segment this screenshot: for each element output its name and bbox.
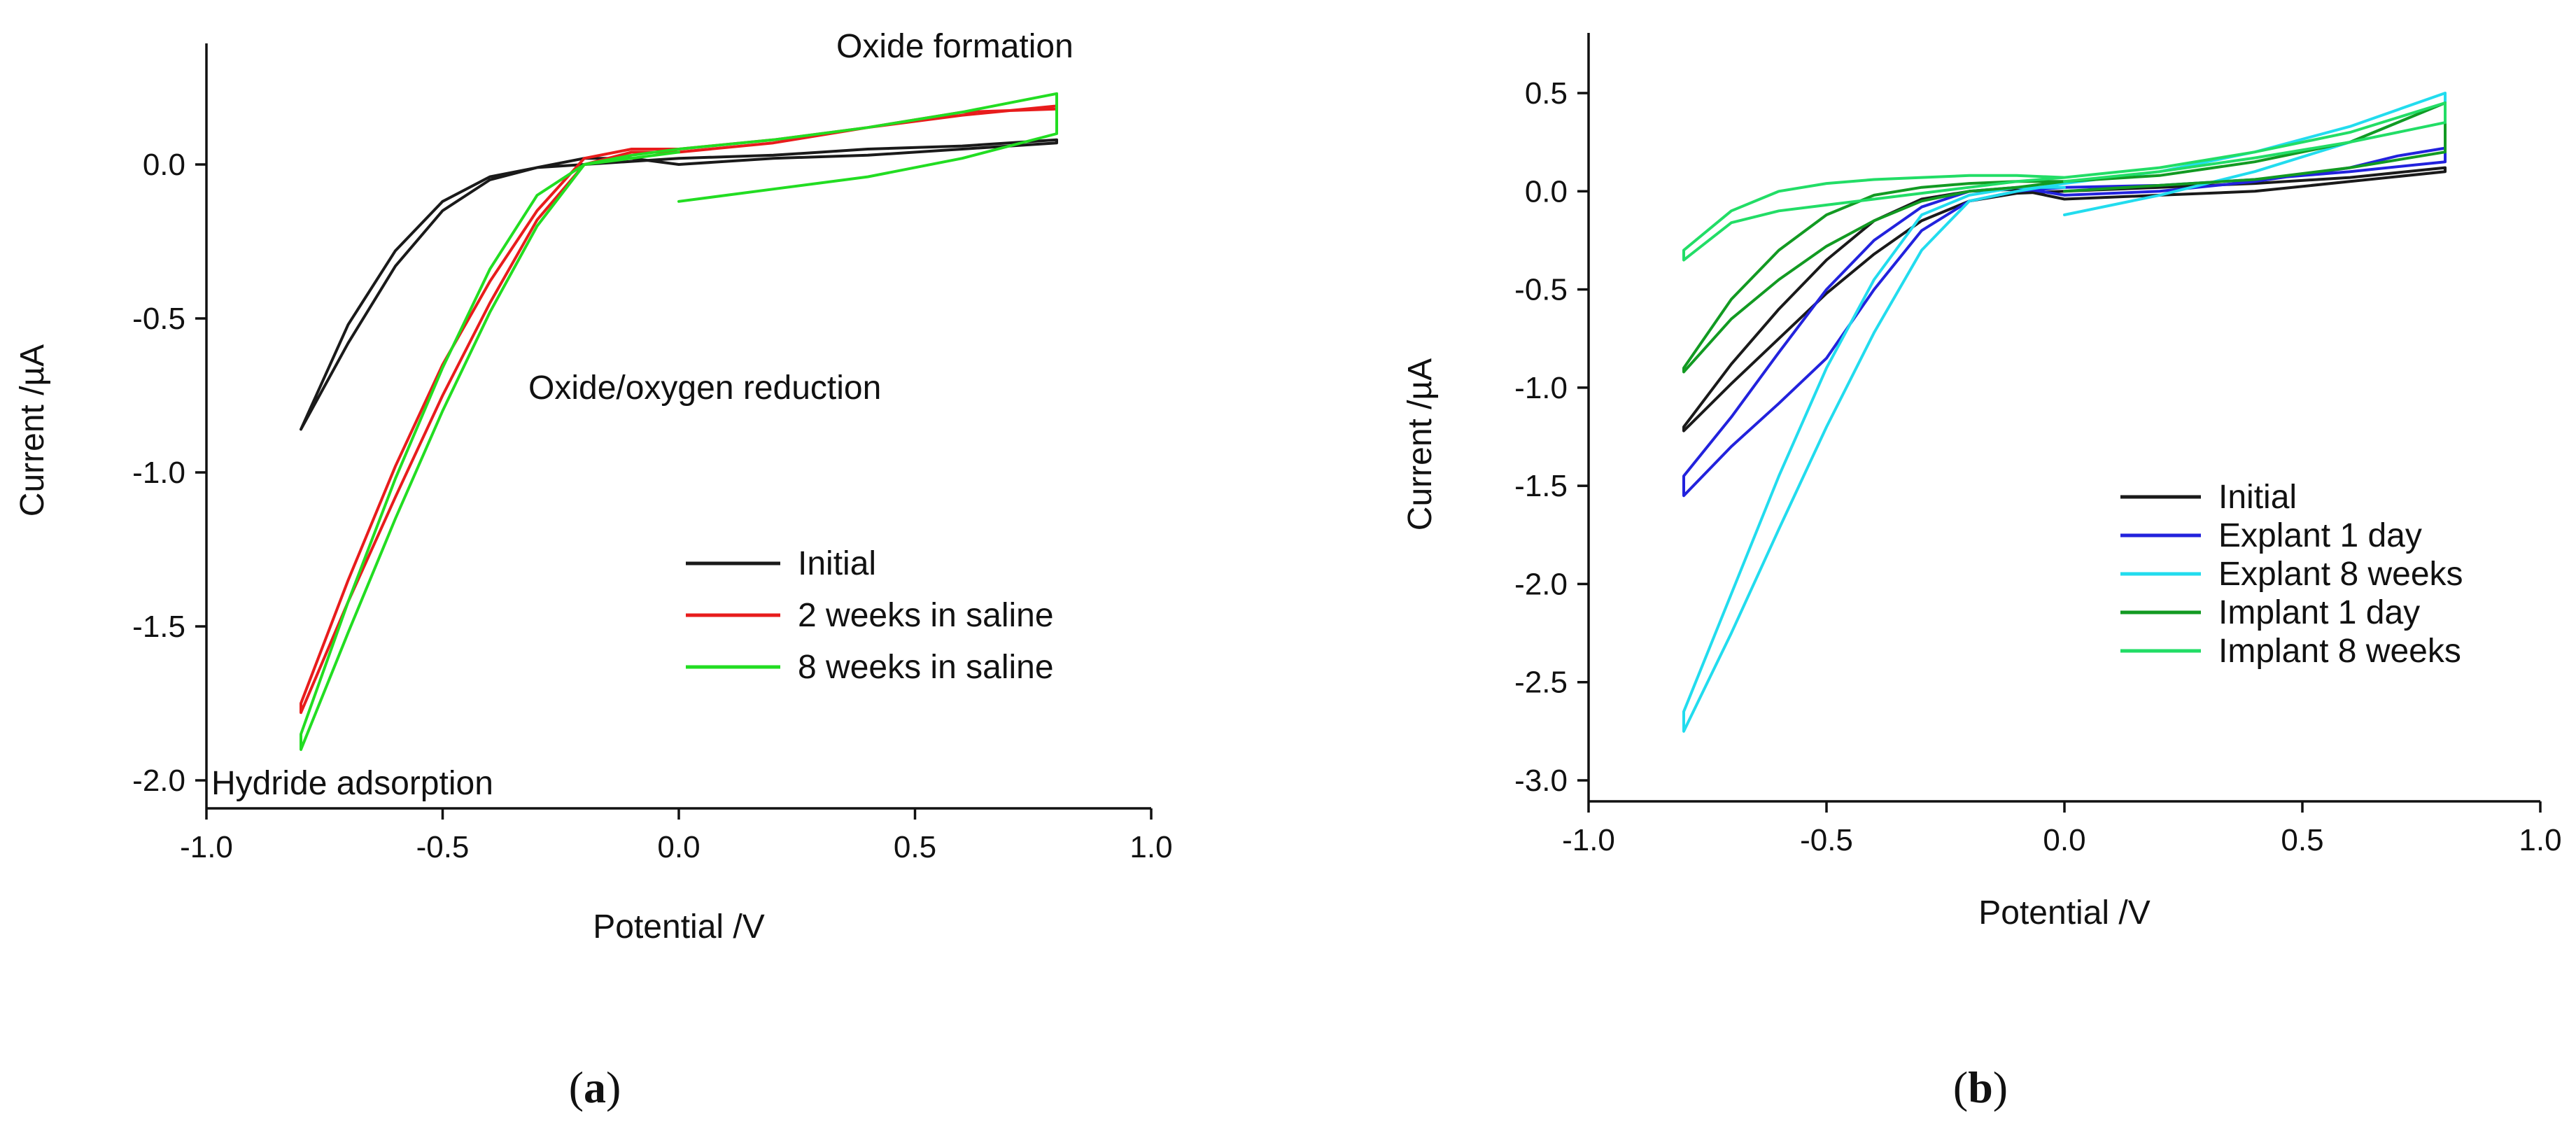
panel-label-b: (b) (1953, 1062, 2008, 1112)
panel-a-legend-label: 8 weeks in saline (798, 649, 1054, 686)
panel-b-series-initial (1682, 166, 2447, 433)
panel-a-x-tick-label: 0.0 (657, 830, 700, 864)
panel-a-annotation-oxide-oxygen-reduction: Oxide/oxygen reduction (528, 370, 881, 407)
panel-b-x-tick-label: -1.0 (1562, 823, 1615, 857)
panel-a-legend-label: Initial (798, 545, 876, 582)
panel-label-a: (a) (569, 1062, 621, 1112)
panel-b-x-tick-label: 1.0 (2519, 823, 2561, 857)
panel-a-y-tick-label: -1.5 (132, 610, 185, 644)
panel-b-y-tick-label: 0.0 (1525, 174, 1568, 209)
panel-a-legend-label: 2 weeks in saline (798, 597, 1054, 634)
panel-a-x-axis-label: Potential /V (593, 908, 764, 946)
panel-b-y-tick-label: -3.0 (1514, 764, 1568, 798)
panel-b-y-tick-label: -2.5 (1514, 666, 1568, 700)
panel-b-y-tick-label: -1.5 (1514, 469, 1568, 503)
panel-label-a-open: ( (569, 1062, 584, 1112)
panel-a-y-axis-label: Current /µA (14, 344, 51, 517)
panel-b-y-tick-label: -2.0 (1514, 567, 1568, 601)
panel-b-y-axis-label: Current /µA (1402, 358, 1439, 531)
panel-b-legend-label: Implant 8 weeks (2218, 633, 2461, 670)
panel-b-series-implant-8-weeks (1682, 101, 2447, 262)
panel-b-legend-label: Implant 1 day (2218, 594, 2420, 631)
panel-a-annotation-oxide-formation: Oxide formation (836, 28, 1074, 65)
panel-b-legend-label: Explant 1 day (2218, 517, 2422, 554)
panel-b-y-tick-label: -1.0 (1514, 371, 1568, 405)
panel-b-series-implant-1-day (1682, 101, 2447, 374)
panel-b-x-tick-label: 0.0 (2043, 823, 2085, 857)
panel-a-x-tick-label: -1.0 (180, 830, 233, 864)
panel-a-annotation-hydride-adsorption: Hydride adsorption (211, 765, 493, 802)
panel-label-b-open: ( (1953, 1062, 1968, 1112)
panel-b-y-tick-label: 0.5 (1525, 76, 1568, 111)
chart-panel-a: 0.0 -0.5 -1.0 -1.5 -2.0 -1.0 -0.5 0.0 0.5 1.0 Po… (14, 28, 1173, 946)
panel-b-series-explant-1-day (1682, 146, 2447, 498)
panel-b-x-axis-label: Potential /V (1978, 894, 2150, 932)
panel-b-series-explant-8-weeks (1682, 92, 2447, 733)
panel-b-y-tick-label: -0.5 (1514, 273, 1568, 307)
panel-a-y-tick-label: -2.0 (132, 764, 185, 798)
panel-b-legend-label: Initial (2218, 479, 2297, 516)
panel-b-legend-label: Explant 8 weeks (2218, 556, 2463, 593)
chart-panel-b: 0.5 0.0 -0.5 -1.0 -1.5 -2.0 -2.5 -3.0 -1.0 -0.5 0… (1402, 33, 2562, 932)
panel-a-series-8-weeks-in-saline (300, 92, 1058, 751)
panel-a-y-tick-label: -0.5 (132, 302, 185, 336)
panel-label-b-letter: b (1968, 1062, 1993, 1112)
panel-a-series-initial (300, 138, 1058, 431)
panel-a-y-tick-label: -1.0 (132, 456, 185, 490)
panel-a-legend: Initial 2 weeks in saline 8 weeks in salin… (686, 545, 1054, 686)
panel-a-x-tick-label: 1.0 (1129, 830, 1172, 864)
panel-b-x-tick-label: 0.5 (2281, 823, 2323, 857)
panel-a-x-tick-label: 0.5 (894, 830, 936, 864)
panel-a-y-tick-label: 0.0 (143, 148, 185, 182)
panel-label-b-close: ) (1993, 1062, 2008, 1112)
panel-a-x-tick-label: -0.5 (416, 830, 470, 864)
panel-b-x-tick-label: -0.5 (1800, 823, 1853, 857)
panel-label-a-close: ) (606, 1062, 621, 1112)
panel-label-a-letter: a (584, 1062, 606, 1112)
